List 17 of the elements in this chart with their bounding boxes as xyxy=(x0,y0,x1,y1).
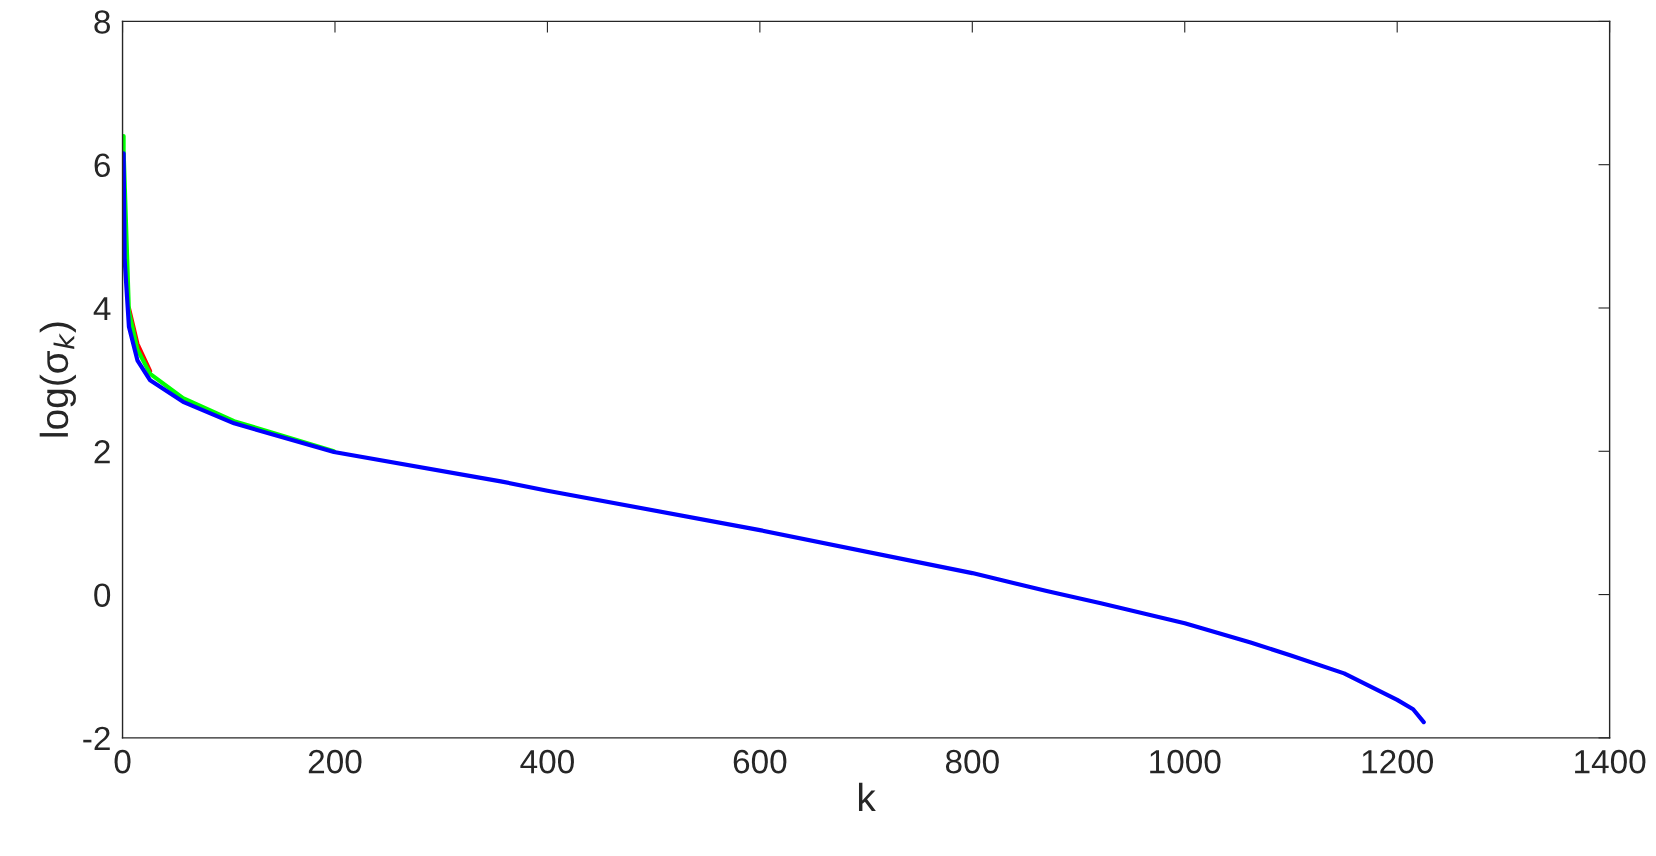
x-tick-label: 800 xyxy=(945,749,999,774)
y-tick-label: 8 xyxy=(94,10,110,34)
y-tick-label: 4 xyxy=(93,297,111,321)
x-tick-label: 1000 xyxy=(1150,749,1221,774)
x-tick-label: 1400 xyxy=(1575,749,1646,774)
y-tick-label: -2 xyxy=(83,726,110,750)
line-series xyxy=(122,151,1426,725)
x-tick-label: 400 xyxy=(520,749,574,774)
x-tick-label: 600 xyxy=(733,749,787,774)
x-tick-label: 0 xyxy=(114,749,131,774)
y-tick-label: 2 xyxy=(94,440,110,464)
x-tick-label: 1200 xyxy=(1362,749,1433,774)
x-axis-title: k xyxy=(858,782,876,812)
y-tick-label: 0 xyxy=(94,583,111,607)
y-tick-label: 6 xyxy=(94,153,110,178)
x-tick-label: 200 xyxy=(308,749,362,774)
y-axis-title: log(σ$_{k}$) xyxy=(39,322,76,437)
